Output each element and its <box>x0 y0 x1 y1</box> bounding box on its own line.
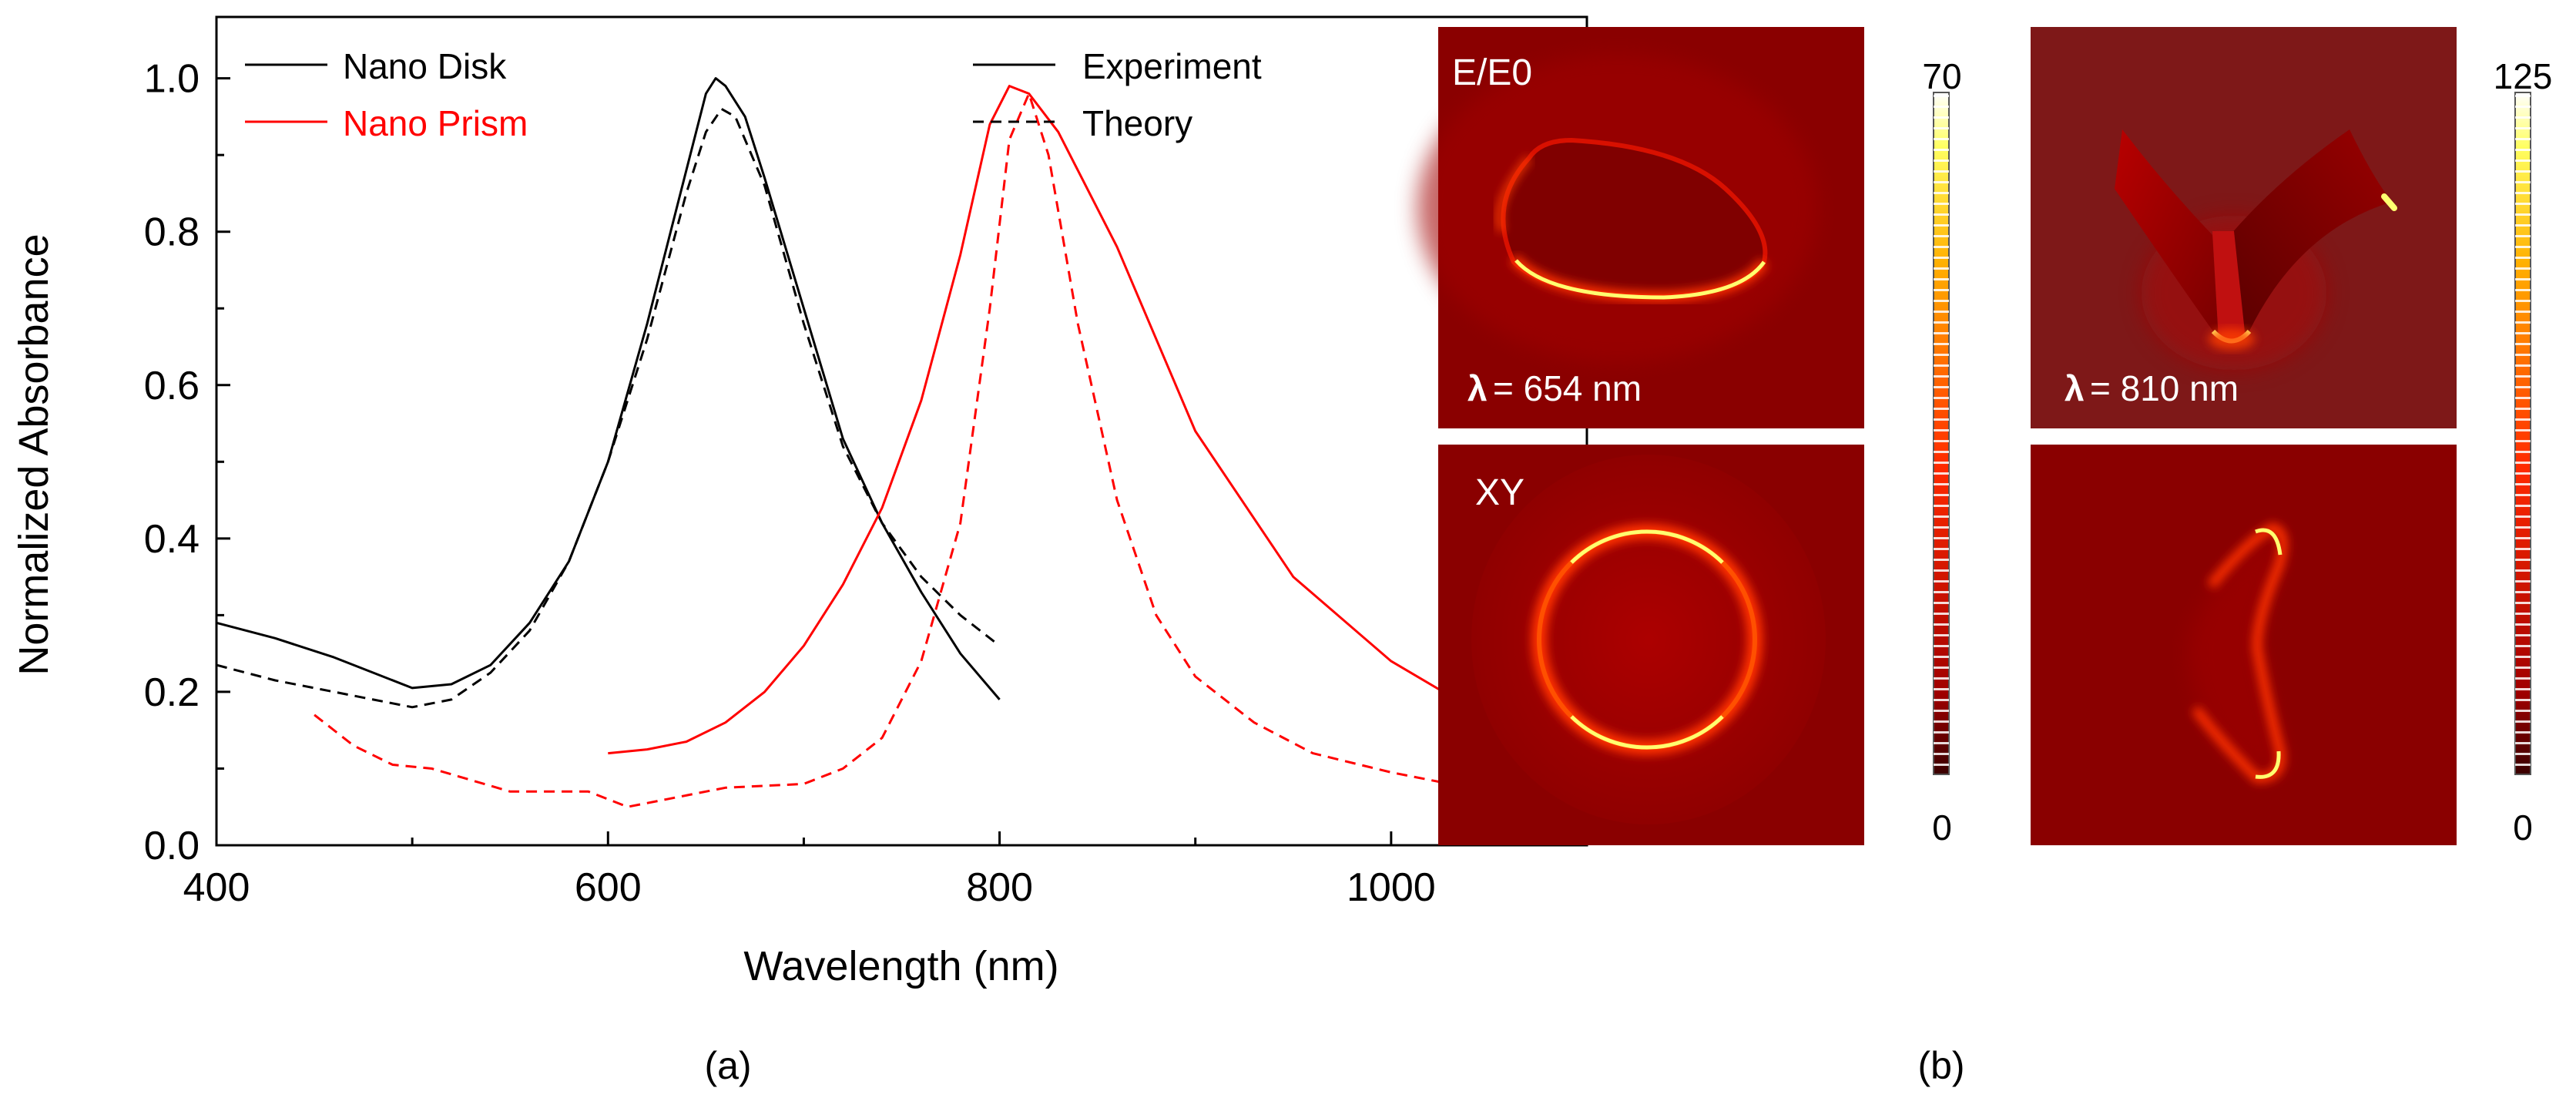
y-axis-ticks: 0.0 0.2 0.4 0.6 0.8 1.0 <box>144 57 230 868</box>
y-tick-label: 1.0 <box>144 57 200 102</box>
colorbar-disk-max: 70 <box>1922 56 1961 96</box>
x-tick-label: 400 <box>183 865 250 910</box>
y-tick-label: 0.8 <box>144 210 200 255</box>
plot-frame <box>215 15 1588 847</box>
field-ratio-label: E/E0 <box>1452 52 1532 93</box>
disk-xy-map: XY <box>1438 445 1864 845</box>
series-line-0 <box>216 77 1001 700</box>
series-line-1 <box>216 107 1001 709</box>
prism-side-map: λ = 810 nm <box>2031 27 2457 428</box>
legend-style: Experiment Theory <box>973 46 1262 143</box>
disk-side-map: E/E0 λ = 654 nm <box>1417 27 1864 428</box>
y-tick-label: 0.6 <box>144 364 200 408</box>
colorbar-disk: 70 0 <box>1922 56 1961 848</box>
colorbar-prism: 125 0 <box>2494 56 2553 848</box>
colorbar-prism-min: 0 <box>2513 807 2533 848</box>
legend-nano-prism-label: Nano Prism <box>343 103 528 143</box>
absorbance-chart: 400 600 800 1000 0.0 0.2 0.4 0.6 0.8 1.0 Wavelen… <box>11 15 1588 989</box>
colorbar-disk-min: 0 <box>1932 807 1952 848</box>
panel-b-label: (b) <box>1917 1044 1964 1087</box>
legend-theory-label: Theory <box>1082 103 1192 143</box>
y-axis-label: Normalized Absorbance <box>11 233 57 675</box>
plane-label: XY <box>1475 472 1524 513</box>
legend-nano-disk-label: Nano Disk <box>343 46 507 86</box>
prism-xy-map <box>2031 445 2457 845</box>
prism-wavelength-label: = 810 nm <box>2090 368 2239 408</box>
series-line-3 <box>314 92 1588 808</box>
series-line-2 <box>608 85 1588 762</box>
prism-lambda-symbol: λ <box>2064 368 2085 408</box>
legend-color: Nano Disk Nano Prism <box>245 46 528 143</box>
y-tick-label: 0.4 <box>144 517 200 562</box>
disk-lambda-symbol: λ <box>1467 368 1488 408</box>
series-layer <box>216 77 1588 808</box>
x-tick-label: 800 <box>966 865 1033 910</box>
field-maps: E/E0 λ = 654 nm XY λ = 810 nm <box>1417 27 2552 848</box>
x-tick-label: 1000 <box>1347 865 1436 910</box>
colorbar-prism-max: 125 <box>2494 56 2553 96</box>
x-axis-label: Wavelength (nm) <box>743 943 1058 989</box>
legend-experiment-label: Experiment <box>1082 46 1262 86</box>
x-axis-ticks: 400 600 800 1000 <box>183 831 1436 910</box>
x-tick-label: 600 <box>575 865 642 910</box>
panel-a-label: (a) <box>704 1044 751 1087</box>
y-tick-label: 0.0 <box>144 824 200 868</box>
disk-wavelength-label: = 654 nm <box>1493 368 1642 408</box>
y-tick-label: 0.2 <box>144 670 200 715</box>
